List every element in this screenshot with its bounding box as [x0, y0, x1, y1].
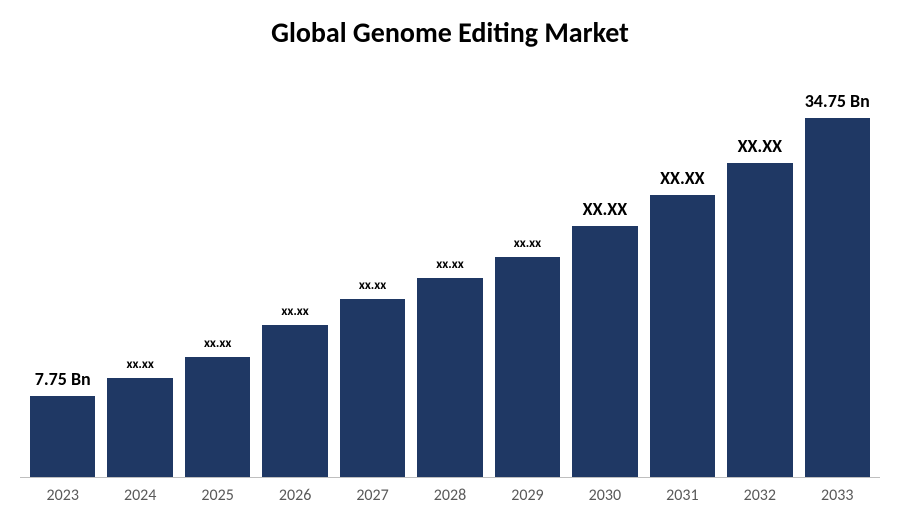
- bar: [262, 325, 327, 477]
- x-axis-tick: 2033: [805, 486, 870, 505]
- bar-value-label: XX.XX: [738, 135, 782, 157]
- bar-column: xx.xx: [262, 90, 327, 477]
- chart-title: Global Genome Editing Market: [20, 15, 880, 50]
- x-axis-tick: 2027: [340, 486, 405, 505]
- bar: [417, 278, 482, 477]
- plot-area: 7.75 Bn xx.xx xx.xx xx.xx xx.xx xx.xx xx.xx XX.…: [20, 60, 880, 478]
- bar: [495, 257, 560, 477]
- bar-column: 7.75 Bn: [30, 90, 95, 477]
- bar-column: xx.xx: [185, 90, 250, 477]
- x-axis-tick: 2024: [107, 486, 172, 505]
- bar-value-label: xx.xx: [204, 336, 231, 351]
- x-axis-tick: 2023: [30, 486, 95, 505]
- bar-value-label: xx.xx: [436, 257, 463, 272]
- bar: [185, 357, 250, 477]
- bar-column: 34.75 Bn: [805, 90, 870, 477]
- bar: [727, 163, 792, 477]
- bar-value-label: 34.75 Bn: [805, 90, 870, 112]
- bar-column: xx.xx: [107, 90, 172, 477]
- bar-value-label: XX.XX: [583, 198, 627, 220]
- x-axis-tick: 2025: [185, 486, 250, 505]
- x-axis-tick: 2026: [262, 486, 327, 505]
- chart-container: Global Genome Editing Market 7.75 Bn xx.x…: [0, 0, 900, 525]
- x-axis-tick: 2031: [650, 486, 715, 505]
- bar-value-label: xx.xx: [359, 278, 386, 293]
- bar: [107, 378, 172, 477]
- x-axis-tick: 2030: [572, 486, 637, 505]
- bar-value-label: xx.xx: [126, 357, 153, 372]
- bar: [650, 195, 715, 477]
- bar-column: XX.XX: [572, 90, 637, 477]
- x-axis-tick: 2032: [727, 486, 792, 505]
- bar: [340, 299, 405, 477]
- bar-value-label: XX.XX: [660, 167, 704, 189]
- x-axis-tick: 2028: [417, 486, 482, 505]
- bar-column: xx.xx: [417, 90, 482, 477]
- bar-value-label: xx.xx: [514, 236, 541, 251]
- x-axis-tick: 2029: [495, 486, 560, 505]
- x-axis: 2023 2024 2025 2026 2027 2028 2029 2030 2031 2032…: [20, 478, 880, 505]
- bar-value-label: 7.75 Bn: [35, 368, 91, 390]
- bar: [572, 226, 637, 477]
- bar-column: xx.xx: [495, 90, 560, 477]
- bar-column: XX.XX: [727, 90, 792, 477]
- bar: [805, 118, 870, 477]
- bar-column: xx.xx: [340, 90, 405, 477]
- bar-column: XX.XX: [650, 90, 715, 477]
- bar-value-label: xx.xx: [281, 304, 308, 319]
- bar: [30, 396, 95, 477]
